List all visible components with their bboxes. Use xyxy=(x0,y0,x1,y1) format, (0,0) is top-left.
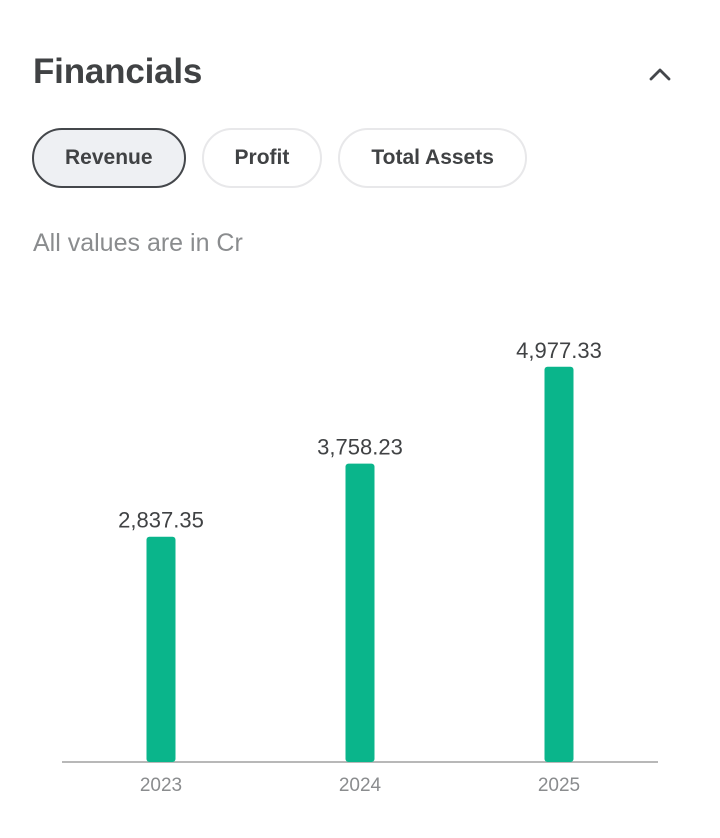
financials-tabs: Revenue Profit Total Assets xyxy=(32,128,527,188)
tab-profit[interactable]: Profit xyxy=(201,128,323,188)
financials-title: Financials xyxy=(33,52,203,91)
revenue-bar-chart: 2,837.35 2023 3,758.23 2024 4,977.33 2025 xyxy=(62,338,658,796)
bar-2023[interactable] xyxy=(146,536,176,762)
bar-value-label: 3,758.23 xyxy=(317,435,403,460)
bar-2024[interactable] xyxy=(345,463,375,762)
bar-value-label: 2,837.35 xyxy=(118,508,204,533)
units-note: All values are in Cr xyxy=(33,229,243,257)
bar-2025[interactable] xyxy=(544,366,574,762)
x-tick-label: 2023 xyxy=(140,775,182,796)
tab-revenue[interactable]: Revenue xyxy=(32,128,186,188)
x-tick-label: 2024 xyxy=(339,775,382,796)
tab-total-assets[interactable]: Total Assets xyxy=(338,128,527,188)
bar-value-label: 4,977.33 xyxy=(516,338,602,363)
x-tick-label: 2025 xyxy=(538,775,580,796)
chevron-up-icon xyxy=(649,68,671,81)
collapse-button[interactable] xyxy=(642,56,678,92)
